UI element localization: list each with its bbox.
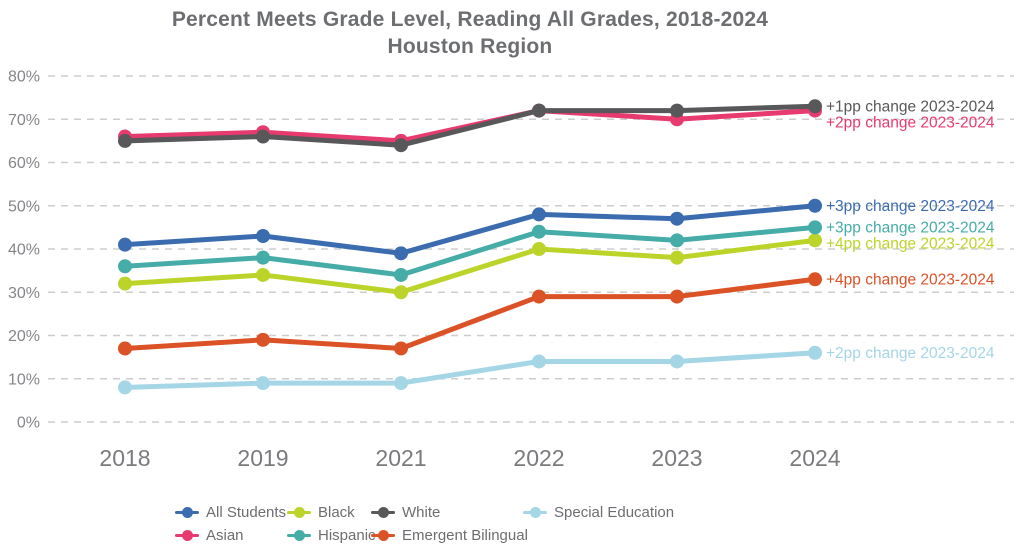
data-point-marker (808, 99, 822, 114)
x-axis-label: 2024 (789, 445, 840, 471)
legend-item-white: White (371, 504, 523, 521)
data-point-marker (256, 332, 270, 347)
legend-marker-icon (287, 530, 311, 542)
y-axis-tick-label: 60% (8, 155, 40, 172)
series-white (118, 99, 822, 153)
y-axis-tick-label: 10% (8, 371, 40, 388)
series-line (122, 350, 818, 390)
data-point-marker (256, 229, 270, 244)
data-point-marker (808, 220, 822, 235)
y-axis-tick-label: 30% (8, 285, 40, 302)
chart-legend: All Students Asian Black Hispanic White Emerg… (175, 501, 674, 547)
data-point-marker (394, 376, 408, 391)
legend-label: Hispanic (318, 527, 376, 544)
data-point-marker (808, 198, 822, 213)
data-point-marker (670, 354, 684, 369)
legend-marker-icon (371, 530, 395, 542)
data-point-marker (670, 250, 684, 265)
series-line (122, 203, 818, 256)
data-point-marker (118, 341, 132, 356)
data-point-marker (118, 259, 132, 274)
series-annotation-black: +4pp change 2023-2024 (826, 235, 995, 252)
data-point-marker (118, 133, 132, 148)
series-black (118, 233, 822, 300)
x-axis-label: 2018 (99, 445, 150, 471)
data-point-marker (118, 276, 132, 291)
series-annotation-all-students: +3pp change 2023-2024 (826, 198, 995, 215)
legend-marker-icon (371, 507, 395, 519)
y-axis-tick-label: 0% (17, 415, 40, 432)
data-point-marker (670, 233, 684, 248)
data-point-marker (670, 211, 684, 226)
y-axis-tick-label: 70% (8, 112, 40, 129)
data-point-marker (256, 376, 270, 391)
series-annotation-special-education: +2pp change 2023-2024 (826, 345, 995, 362)
series-line (122, 103, 818, 148)
series-line (122, 224, 818, 278)
legend-marker-icon (523, 507, 547, 519)
data-point-marker (532, 354, 546, 369)
data-point-marker (394, 341, 408, 356)
gridlines: 0% 10% 20% 30% 40% 50% 60% 70% 80% (8, 69, 1014, 432)
legend-label: Special Education (554, 504, 675, 521)
data-point-marker (118, 237, 132, 252)
x-axis-label: 2019 (237, 445, 288, 471)
series-line (122, 276, 818, 351)
legend-item-emergent-bilingual: Emergent Bilingual (371, 527, 528, 544)
chart-title-line2: Houston Region (387, 35, 553, 58)
data-point-marker (808, 233, 822, 248)
data-point-marker (256, 250, 270, 265)
legend-item-black: Black (287, 504, 371, 521)
data-point-marker (532, 224, 546, 239)
data-point-marker (532, 103, 546, 118)
legend-item-special-education: Special Education (523, 504, 674, 521)
x-axis-label: 2022 (513, 445, 564, 471)
data-point-marker (808, 272, 822, 287)
series-line (122, 237, 818, 295)
legend-label: Black (318, 504, 355, 521)
series-special-education (118, 345, 822, 395)
data-point-marker (670, 103, 684, 118)
legend-marker-icon (175, 507, 199, 519)
y-axis-tick-label: 40% (8, 242, 40, 259)
data-point-marker (118, 380, 132, 395)
data-point-marker (394, 267, 408, 282)
data-point-marker (670, 289, 684, 304)
data-point-marker (532, 289, 546, 304)
legend-marker-icon (175, 530, 199, 542)
series-annotation-white: +1pp change 2023-2024 (826, 98, 995, 115)
data-point-marker (394, 138, 408, 153)
data-point-marker (394, 246, 408, 261)
series-annotation-asian: +2pp change 2023-2024 (826, 114, 995, 131)
data-point-marker (256, 129, 270, 144)
data-point-marker (256, 267, 270, 282)
series-hispanic (118, 220, 822, 282)
y-axis-tick-label: 80% (8, 69, 40, 86)
data-point-marker (808, 345, 822, 360)
data-point-marker (532, 207, 546, 222)
x-axis: 2018 2019 2021 2022 2023 2024 (99, 445, 840, 471)
legend-label: White (402, 504, 441, 521)
series-emergent-bilingual (118, 272, 822, 356)
data-point-marker (532, 242, 546, 256)
x-axis-label: 2021 (375, 445, 426, 471)
chart-title-line1: Percent Meets Grade Level, Reading All G… (171, 8, 769, 31)
data-point-marker (394, 285, 408, 300)
chart-title: Percent Meets Grade Level, Reading All G… (0, 6, 940, 60)
legend-label: Emergent Bilingual (402, 527, 528, 544)
legend-label: Asian (206, 527, 244, 544)
legend-label: All Students (206, 504, 287, 521)
legend-marker-icon (287, 507, 311, 519)
series-annotation-hispanic: +3pp change 2023-2024 (826, 219, 995, 236)
legend-item-all-students: All Students (175, 504, 287, 521)
y-axis-tick-label: 20% (8, 328, 40, 345)
y-axis-tick-label: 50% (8, 198, 40, 215)
x-axis-label: 2023 (651, 445, 702, 471)
legend-item-asian: Asian (175, 527, 287, 544)
series-all-students (118, 198, 822, 261)
legend-item-hispanic: Hispanic (287, 527, 376, 544)
series-annotation-emergent-bilingual: +4pp change 2023-2024 (826, 271, 995, 288)
